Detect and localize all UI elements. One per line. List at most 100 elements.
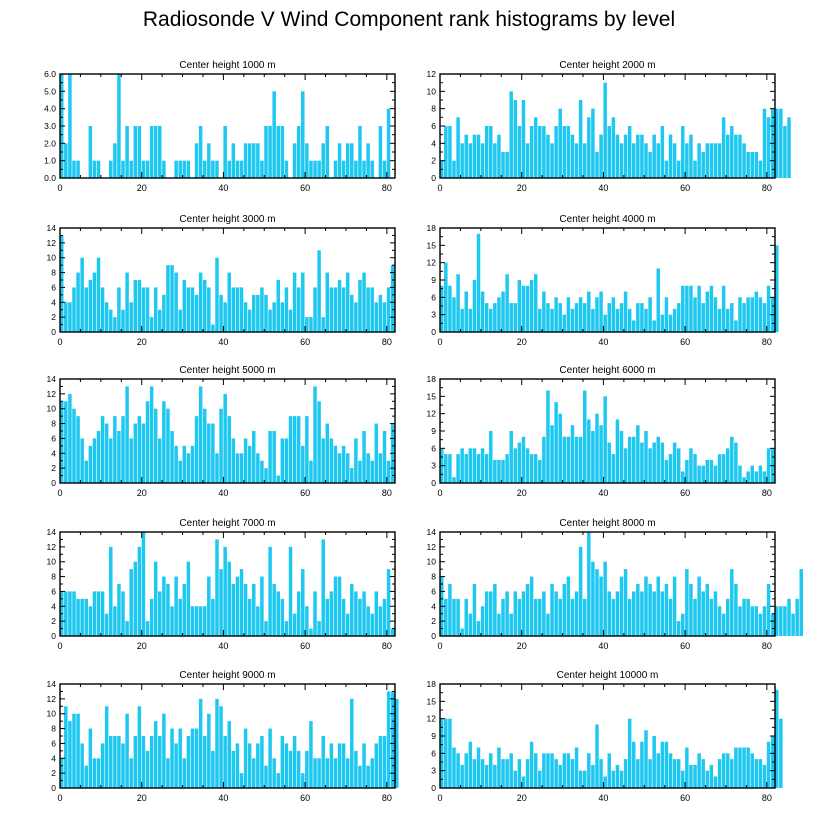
histogram-bar — [317, 160, 321, 178]
histogram-bar — [362, 743, 366, 788]
x-tick-label: 0 — [437, 793, 442, 803]
histogram-bar — [582, 598, 587, 636]
x-tick-label: 40 — [598, 641, 608, 651]
histogram-bar — [227, 561, 231, 636]
x-tick-label: 20 — [517, 488, 527, 498]
histogram-bar — [456, 454, 460, 483]
histogram-bar — [296, 416, 301, 483]
histogram-bar — [284, 438, 289, 483]
histogram-bar — [145, 621, 150, 636]
histogram-bar — [178, 460, 182, 483]
histogram-bar — [762, 764, 767, 788]
histogram-bar — [660, 442, 665, 483]
histogram-bar — [211, 750, 215, 788]
histogram-bar — [533, 117, 538, 178]
panel-title: Center height 7000 m — [179, 518, 275, 529]
histogram-bar — [382, 431, 387, 483]
histogram-bar — [186, 453, 191, 483]
histogram-bar — [668, 314, 673, 332]
histogram-bar — [378, 126, 383, 178]
histogram-bar — [730, 569, 734, 636]
histogram-bar — [386, 108, 391, 178]
histogram-bar — [550, 584, 554, 636]
histogram-bar — [162, 401, 166, 483]
histogram-bar — [284, 160, 289, 178]
histogram-bar — [513, 591, 518, 636]
y-tick-label: 5.0 — [44, 86, 56, 96]
histogram-bar — [354, 302, 358, 332]
histogram-bar — [533, 598, 538, 636]
histogram-bar — [276, 475, 281, 483]
histogram-bar — [558, 413, 562, 483]
y-tick-label: 8 — [51, 572, 56, 582]
histogram-bar — [775, 245, 779, 332]
histogram-bar — [170, 265, 174, 332]
histogram-bar — [215, 698, 219, 788]
x-tick-label: 60 — [300, 183, 310, 193]
histogram-bar — [378, 453, 383, 483]
histogram-bar — [505, 759, 509, 788]
histogram-bar — [444, 718, 448, 788]
histogram-bar — [121, 416, 125, 483]
histogram-bar — [190, 445, 195, 483]
histogram-bar — [350, 143, 354, 178]
histogram-bar — [489, 308, 493, 332]
histogram-bar — [153, 721, 158, 788]
histogram-bar — [211, 598, 215, 636]
y-tick-label: 4.0 — [44, 104, 56, 114]
x-tick-label: 20 — [517, 641, 527, 651]
histogram-bar — [137, 546, 142, 636]
histogram-bar — [558, 598, 562, 636]
histogram-bar — [681, 471, 685, 483]
histogram-bar — [309, 160, 313, 178]
panel-title: Center height 8000 m — [559, 518, 655, 529]
y-tick-label: 4 — [431, 138, 436, 148]
histogram-bar — [484, 126, 489, 178]
histogram-bar — [668, 134, 673, 178]
histogram-bar — [113, 317, 117, 332]
histogram-bar — [476, 233, 481, 332]
histogram-bar — [615, 591, 620, 636]
histogram-bar — [681, 285, 685, 332]
histogram-bar — [382, 598, 387, 636]
histogram-bar — [595, 724, 599, 788]
histogram-bar — [158, 438, 162, 483]
histogram-bar — [758, 297, 763, 332]
histogram-bar — [685, 143, 689, 178]
histogram-bar — [464, 598, 468, 636]
histogram-bar — [611, 770, 616, 788]
histogram-bar — [632, 741, 636, 788]
panel-title: Center height 2000 m — [559, 60, 655, 71]
histogram-bar — [550, 308, 554, 332]
histogram-bar — [484, 303, 489, 332]
histogram-bar — [660, 126, 665, 178]
histogram-bar — [382, 302, 387, 332]
histogram-bar — [292, 613, 297, 636]
histogram-bar — [68, 591, 72, 636]
histogram-bar — [100, 591, 105, 636]
histogram-bar — [648, 152, 652, 178]
histogram-bar — [207, 713, 211, 788]
histogram-bar — [521, 436, 526, 483]
histogram-bar — [72, 287, 76, 332]
histogram-bar — [190, 728, 195, 788]
histogram-bar — [468, 143, 473, 178]
y-tick-label: 3 — [431, 766, 436, 776]
histogram-bar — [88, 280, 93, 332]
y-tick-label: 6.0 — [44, 69, 56, 79]
histogram-panel-2: Center height 2000 m 0 20 40 60 80 0 2 4 6 8 10 12 — [427, 60, 791, 193]
histogram-bar — [158, 126, 162, 178]
histogram-bar — [705, 143, 710, 178]
histogram-bar — [489, 126, 493, 178]
histogram-panel-9: Center height 9000 m 0 20 40 60 80 0 2 4 6 8 10 12 14 — [47, 670, 399, 803]
histogram-bar — [378, 294, 383, 332]
histogram-bar — [202, 160, 207, 178]
histogram-bar — [280, 736, 285, 788]
histogram-bar — [668, 753, 673, 788]
y-tick-label: 6 — [51, 282, 56, 292]
histogram-bar — [574, 303, 579, 332]
histogram-bar — [301, 445, 305, 483]
histogram-bar — [292, 143, 297, 178]
y-tick-label: 12 — [427, 258, 437, 268]
histogram-bar — [68, 393, 72, 483]
